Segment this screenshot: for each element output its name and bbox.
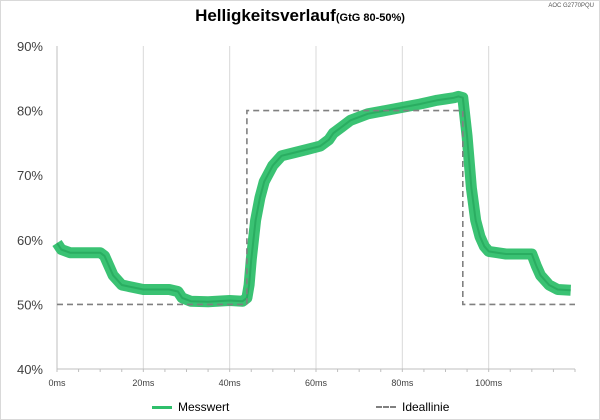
y-tick-label: 40% bbox=[17, 362, 43, 377]
x-tick-label: 80ms bbox=[391, 378, 414, 388]
source-note: AOC G2770PQU bbox=[548, 3, 594, 9]
series-core-messwert bbox=[56, 95, 571, 303]
chart-subtitle: (GtG 80-50%) bbox=[335, 12, 405, 24]
x-tick-label: 100ms bbox=[475, 378, 503, 388]
legend-label-messwert: Messwert bbox=[178, 400, 230, 414]
y-tick-label: 80% bbox=[17, 104, 43, 119]
y-tick-label: 70% bbox=[17, 168, 43, 183]
y-tick-label: 60% bbox=[17, 233, 43, 248]
x-tick-label: 60ms bbox=[305, 378, 328, 388]
series-line-ideallinie bbox=[57, 109, 575, 306]
chart-title-block: Helligkeitsverlauf(GtG 80-50%) bbox=[0, 6, 600, 26]
x-tick-label: 20ms bbox=[132, 378, 155, 388]
legend-swatch-ideallinie bbox=[376, 406, 396, 408]
legend-item-messwert: Messwert bbox=[152, 400, 229, 414]
y-tick-label: 50% bbox=[17, 297, 43, 312]
legend-item-ideallinie: Ideallinie bbox=[376, 400, 449, 414]
x-tick-label: 40ms bbox=[219, 378, 242, 388]
x-tick-label: 0ms bbox=[48, 378, 66, 388]
y-tick-label: 90% bbox=[17, 39, 43, 54]
chart-title: Helligkeitsverlauf bbox=[195, 6, 336, 25]
legend-swatch-messwert bbox=[152, 405, 172, 409]
series-line-messwert bbox=[52, 90, 571, 308]
legend-label-ideallinie: Ideallinie bbox=[402, 400, 450, 414]
